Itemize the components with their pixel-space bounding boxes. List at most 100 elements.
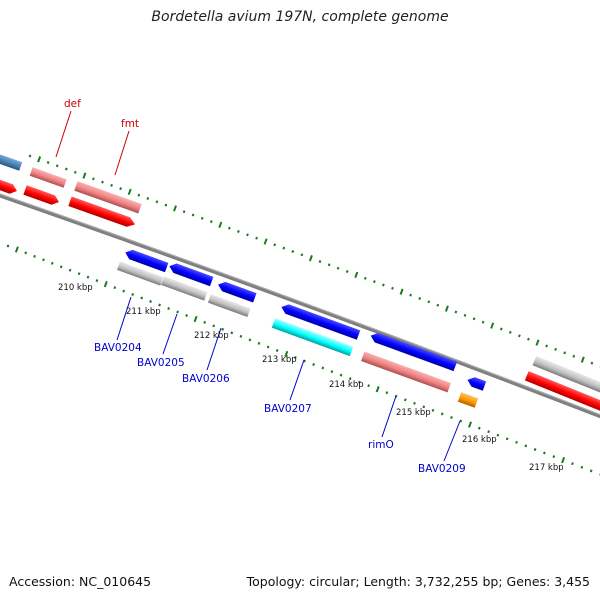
outer-track-minor-tick: [318, 260, 322, 263]
inner-track-minor-tick: [113, 286, 117, 290]
BAV0206-gene-bar[interactable]: [207, 294, 251, 317]
inner-track-minor-tick: [294, 356, 297, 359]
right-cds-arrow[interactable]: [524, 371, 600, 414]
outer-track-minor-tick: [382, 283, 385, 287]
gene-label-BAV0209: BAV0209: [418, 463, 466, 475]
inner-track-minor-tick: [185, 314, 188, 317]
forward-features: [0, 149, 600, 414]
reverse-features: [117, 248, 487, 408]
def-leader: [55, 110, 72, 158]
outer-track-minor-tick: [55, 164, 59, 168]
inner-track-minor-tick: [440, 412, 444, 416]
outer-track-minor-tick: [409, 293, 412, 297]
outer-track-minor-tick: [373, 280, 376, 284]
BAV0209-leader: [443, 420, 461, 462]
gene-label-BAV0206: BAV0206: [182, 373, 230, 385]
scale-label-211: 211 kbp: [126, 307, 161, 317]
outer-track-minor-tick: [572, 354, 576, 358]
outer-track-minor-tick: [345, 270, 349, 273]
gene-label-def: def: [64, 98, 81, 110]
steelblue-feature[interactable]: [0, 149, 23, 171]
inner-track-minor-tick: [358, 380, 361, 384]
inner-track-minor-tick: [385, 391, 389, 395]
inner-track-minor-tick: [140, 296, 144, 300]
inner-track-minor-tick: [68, 268, 72, 272]
outer-track-major-tick: [535, 339, 540, 346]
outer-track-minor-tick: [554, 347, 557, 351]
right-gray-bar[interactable]: [532, 356, 600, 396]
inner-track-minor-tick: [348, 377, 352, 381]
outer-track-minor-tick: [228, 226, 231, 230]
outer-track-minor-tick: [363, 276, 367, 280]
outer-track-minor-tick: [101, 180, 104, 184]
outer-track-minor-tick: [508, 330, 512, 334]
small-cds-arrow[interactable]: [466, 375, 487, 391]
rimO-gene-bar[interactable]: [361, 351, 451, 393]
outer-track-minor-tick: [481, 320, 485, 324]
outer-track-major-tick: [490, 322, 495, 329]
outer-track-major-tick: [444, 305, 449, 312]
rimO-cds-arrow[interactable]: [369, 331, 457, 372]
def-cds-arrow[interactable]: [23, 185, 60, 206]
outer-track-minor-tick: [255, 236, 258, 240]
outer-track-minor-tick: [291, 250, 295, 253]
outer-track-major-tick: [354, 271, 359, 279]
inner-track-minor-tick: [257, 341, 261, 345]
inner-track-minor-tick: [203, 320, 207, 324]
BAV0205-cds-arrow[interactable]: [168, 261, 214, 287]
inner-track-minor-tick: [524, 444, 528, 448]
inner-track-minor-tick: [431, 408, 435, 412]
cds-forward-arrow[interactable]: [0, 175, 19, 196]
outer-track-minor-tick: [527, 337, 530, 341]
inner-track-minor-tick: [33, 254, 36, 258]
BAV0204-cds-arrow[interactable]: [124, 248, 169, 273]
inner-track-minor-tick: [487, 430, 490, 434]
inner-track-minor-tick: [515, 440, 518, 444]
BAV0207-cds-arrow[interactable]: [280, 302, 361, 340]
outer-track-major-tick: [263, 238, 268, 245]
inner-track-major-tick: [561, 456, 566, 464]
inner-track-minor-tick: [312, 363, 315, 366]
inner-track-minor-tick: [50, 261, 54, 265]
inner-track-minor-tick: [131, 293, 135, 296]
inner-track-minor-tick: [167, 307, 170, 310]
outer-track-minor-tick: [454, 310, 458, 314]
outer-track-minor-tick: [391, 286, 394, 290]
inner-track-minor-tick: [24, 251, 28, 255]
fmt-rna-bar[interactable]: [74, 181, 142, 214]
inner-track-minor-tick: [275, 349, 279, 352]
gene-label-rimO: rimO: [368, 439, 394, 451]
inner-track-minor-tick: [496, 433, 500, 437]
outer-track-minor-tick: [155, 200, 159, 204]
def-rna-bar[interactable]: [29, 167, 67, 188]
inner-track-minor-tick: [86, 275, 90, 279]
outer-track-minor-tick: [463, 313, 467, 317]
inner-track-minor-tick: [533, 448, 537, 451]
fmt-cds-arrow[interactable]: [68, 196, 136, 230]
gene-label-BAV0204: BAV0204: [94, 342, 142, 354]
inner-track-minor-tick: [248, 338, 252, 342]
inner-track-minor-tick: [239, 334, 243, 338]
outer-track-minor-tick: [545, 344, 548, 348]
scale-label-214: 214 kbp: [329, 380, 364, 390]
inner-tick-track: [6, 244, 600, 476]
outer-track-minor-tick: [64, 167, 68, 171]
gene-label-BAV0205: BAV0205: [137, 357, 185, 369]
genome-title: Bordetella avium 197N, complete genome: [151, 9, 449, 25]
outer-track-minor-tick: [563, 351, 567, 355]
scale-label-210: 210 kbp: [58, 283, 93, 293]
outer-track-major-tick: [173, 205, 177, 212]
inner-track-minor-tick: [571, 462, 574, 466]
outer-track-minor-tick: [282, 246, 286, 250]
BAV0204-gene-bar[interactable]: [117, 261, 164, 286]
inner-track-minor-tick: [95, 279, 99, 283]
gene-label-BAV0207: BAV0207: [264, 403, 312, 415]
BAV0209-gene-bar[interactable]: [457, 392, 479, 408]
BAV0207-rna-bar[interactable]: [271, 318, 354, 357]
inner-track-minor-tick: [422, 405, 426, 409]
outer-track-major-tick: [82, 172, 87, 179]
inner-track-minor-tick: [339, 373, 343, 377]
BAV0206-cds-arrow[interactable]: [216, 280, 257, 303]
BAV0205-gene-bar[interactable]: [161, 276, 208, 301]
outer-track-minor-tick: [418, 297, 422, 300]
